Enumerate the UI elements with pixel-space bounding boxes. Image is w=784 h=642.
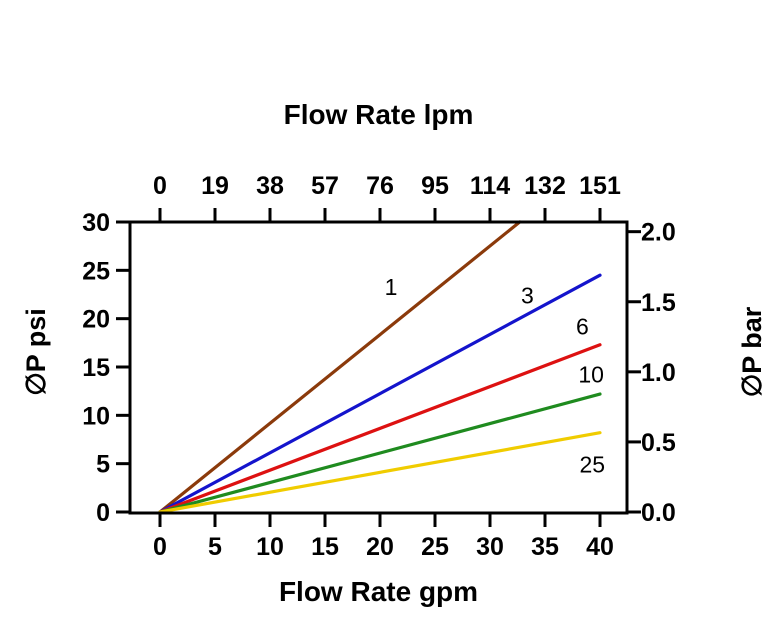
x-tick-label-top: 114 <box>470 172 510 200</box>
x-tick-label-bottom: 0 <box>153 533 167 561</box>
x-tick-label-bottom: 25 <box>421 533 449 561</box>
series-line-6 <box>158 343 602 514</box>
x-tick-label-bottom: 10 <box>256 533 284 561</box>
series-label-6: 6 <box>576 313 589 339</box>
y-tick-label-left: 20 <box>82 306 110 334</box>
plot-frame <box>128 220 629 515</box>
y-tick-label-right: 2.0 <box>641 219 676 247</box>
x-tick-label-top: 151 <box>579 172 621 200</box>
x-tick-label-bottom: 20 <box>366 533 394 561</box>
left-axis-title: ∅P psi <box>21 308 51 396</box>
x-tick-label-bottom: 30 <box>476 533 504 561</box>
x-tick-label-top: 76 <box>366 172 394 200</box>
series-label-10: 10 <box>578 362 604 388</box>
y-tick-label-left: 25 <box>82 257 110 285</box>
x-tick-label-bottom: 5 <box>208 533 222 561</box>
top-axis-title: Flow Rate lpm <box>283 99 474 130</box>
x-tick-label-bottom: 40 <box>586 533 614 561</box>
x-tick-label-bottom: 35 <box>531 533 559 561</box>
y-tick-label-left: 5 <box>96 451 110 479</box>
right-axis-title: ∅P bar <box>737 306 767 398</box>
x-tick-label-bottom: 15 <box>311 533 339 561</box>
x-tick-label-top: 132 <box>524 172 566 200</box>
y-tick-label-left: 30 <box>82 209 110 237</box>
series-line-10 <box>158 392 602 514</box>
y-tick-label-right: 0.0 <box>641 499 676 527</box>
y-tick-label-left: 0 <box>96 499 110 527</box>
series-label-25: 25 <box>580 452 606 478</box>
series-line-1 <box>158 220 522 514</box>
y-tick-label-right: 0.5 <box>641 429 676 457</box>
x-tick-label-top: 95 <box>421 172 449 200</box>
x-tick-label-top: 38 <box>256 172 284 200</box>
y-tick-label-left: 15 <box>82 354 110 382</box>
y-tick-label-left: 10 <box>82 402 110 430</box>
series-label-3: 3 <box>521 282 534 308</box>
series-label-1: 1 <box>385 274 398 300</box>
series-line-3 <box>158 273 602 514</box>
x-tick-label-top: 0 <box>153 172 167 200</box>
bottom-axis-title: Flow Rate gpm <box>278 576 479 607</box>
y-tick-label-right: 1.0 <box>641 359 676 387</box>
y-tick-label-right: 1.5 <box>641 289 676 317</box>
series-line-25 <box>158 431 602 514</box>
x-tick-label-top: 57 <box>311 172 339 200</box>
x-tick-label-top: 19 <box>201 172 229 200</box>
